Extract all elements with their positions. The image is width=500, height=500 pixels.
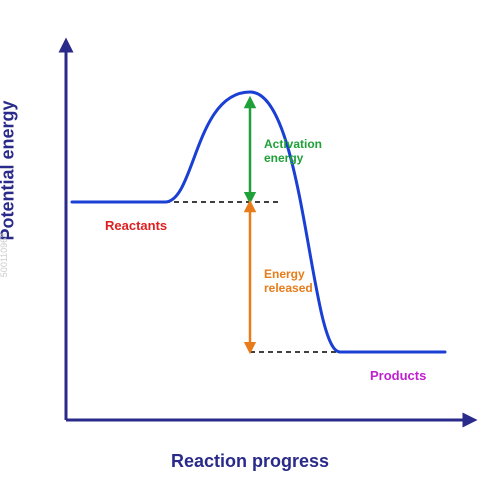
y-axis-label: Potential energy [0,100,19,240]
diagram-container: Potential energy Reaction progress React… [0,0,500,500]
energy-diagram-svg [0,0,500,500]
watermark-text: 500110963 [0,233,9,277]
products-label: Products [370,368,426,383]
reactants-label: Reactants [105,218,167,233]
activation-energy-label: Activationenergy [264,138,322,166]
energy-released-label: Energyreleased [264,268,313,296]
x-axis-label: Reaction progress [171,451,329,472]
